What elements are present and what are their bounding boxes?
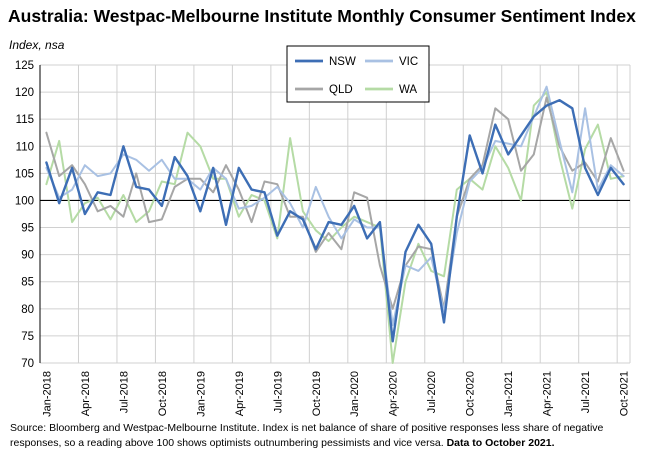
y-tick-label: 80: [21, 304, 34, 316]
y-tick-label: 105: [15, 168, 34, 180]
series-line-qld: [45, 96, 625, 310]
y-tick-label: 115: [16, 114, 34, 126]
y-tick-label: 95: [21, 223, 34, 235]
y-tick-label: 75: [21, 331, 34, 343]
x-tick-label: Oct-2021: [619, 371, 631, 416]
x-tick-label: Apr-2021: [542, 371, 554, 416]
footnote-bold: Data to October 2021.: [446, 437, 555, 449]
legend-box: [286, 45, 430, 103]
y-tick-label: 125: [15, 60, 34, 72]
chart-series: [45, 85, 625, 364]
x-tick-label: Oct-2018: [157, 371, 169, 416]
x-tick-label: Apr-2019: [234, 371, 246, 416]
y-tick-label: 110: [16, 141, 34, 153]
x-tick-label: Jul-2018: [118, 371, 130, 413]
line-chart: 70 75 80 85 90 95 100 105 110 115 120 125 Jan-2018 A…: [15, 45, 631, 417]
chart-legend: NSW VIC QLD WA: [286, 45, 430, 103]
x-axis-ticks: Jan-2018 Apr-2018 Jul-2018 Oct-2018 Jan-2019…: [41, 371, 630, 417]
footnote-text: Source: Bloomberg and Westpac-Melbourne …: [10, 422, 604, 449]
chart-title: Australia: Westpac-Melbourne Institute M…: [8, 6, 636, 26]
x-tick-label: Jul-2021: [580, 371, 592, 413]
x-tick-label: Apr-2020: [388, 371, 400, 416]
y-tick-label: 120: [15, 87, 34, 99]
y-tick-label: 85: [21, 277, 34, 289]
legend-label-nsw: NSW: [329, 56, 356, 68]
x-tick-label: Jan-2018: [41, 371, 53, 417]
y-axis-label: Index, nsa: [9, 38, 65, 52]
x-tick-label: Jul-2020: [426, 371, 438, 413]
source-footnote: Source: Bloomberg and Westpac-Melbourne …: [10, 421, 642, 451]
y-tick-label: 70: [21, 358, 34, 370]
series-line-nsw: [45, 98, 625, 343]
x-tick-label: Apr-2018: [80, 371, 92, 416]
x-tick-label: Jul-2019: [272, 371, 284, 413]
x-tick-label: Jan-2019: [195, 371, 207, 417]
series-line-wa: [45, 91, 625, 364]
series-line-vic: [45, 85, 625, 327]
legend-label-qld: QLD: [329, 84, 353, 96]
x-tick-label: Jan-2021: [503, 371, 515, 417]
x-tick-label: Oct-2020: [465, 371, 477, 416]
x-tick-label: Oct-2019: [311, 371, 323, 416]
legend-label-vic: VIC: [399, 56, 418, 68]
y-tick-label: 100: [15, 195, 34, 207]
legend-label-wa: WA: [399, 84, 417, 96]
y-tick-label: 90: [21, 250, 34, 262]
x-tick-label: Jan-2020: [349, 371, 361, 417]
y-axis-ticks: 70 75 80 85 90 95 100 105 110 115 120 125: [15, 60, 34, 370]
